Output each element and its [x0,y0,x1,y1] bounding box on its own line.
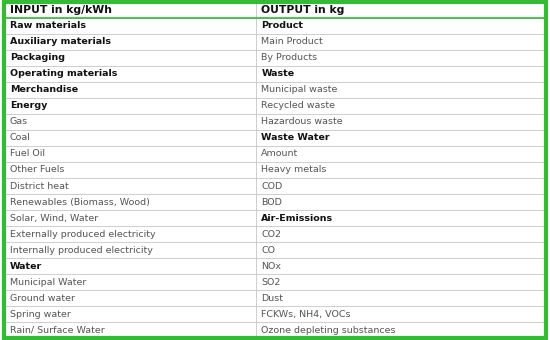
Text: Merchandise: Merchandise [10,85,78,95]
Text: Ozone depleting substances: Ozone depleting substances [261,326,396,335]
Text: Internally produced electricity: Internally produced electricity [10,245,153,255]
Text: SO2: SO2 [261,278,280,287]
Text: Operating materials: Operating materials [10,69,117,78]
Text: Main Product: Main Product [261,37,323,46]
Text: OUTPUT in kg: OUTPUT in kg [261,5,345,15]
Text: Gas: Gas [10,117,28,126]
Text: Municipal waste: Municipal waste [261,85,338,95]
Text: Other Fuels: Other Fuels [10,166,64,174]
Text: Solar, Wind, Water: Solar, Wind, Water [10,214,98,223]
Text: Amount: Amount [261,150,299,158]
Text: Externally produced electricity: Externally produced electricity [10,230,156,239]
Text: Recycled waste: Recycled waste [261,101,336,110]
Text: Waste: Waste [261,69,294,78]
Text: Renewables (Biomass, Wood): Renewables (Biomass, Wood) [10,198,150,207]
Text: Fuel Oil: Fuel Oil [10,150,45,158]
Text: Rain/ Surface Water: Rain/ Surface Water [10,326,104,335]
Text: Municipal Water: Municipal Water [10,278,86,287]
Text: CO2: CO2 [261,230,281,239]
Text: Spring water: Spring water [10,310,71,319]
Text: FCKWs, NH4, VOCs: FCKWs, NH4, VOCs [261,310,351,319]
Text: Product: Product [261,21,303,30]
Text: Coal: Coal [10,133,31,142]
Text: Waste Water: Waste Water [261,133,330,142]
Text: Heavy metals: Heavy metals [261,166,327,174]
Text: Raw materials: Raw materials [10,21,86,30]
Text: NOx: NOx [261,262,281,271]
Text: Water: Water [10,262,42,271]
Text: CO: CO [261,245,275,255]
Text: BOD: BOD [261,198,282,207]
Text: Hazardous waste: Hazardous waste [261,117,343,126]
Text: Air-Emissions: Air-Emissions [261,214,333,223]
Text: COD: COD [261,182,283,190]
Text: District heat: District heat [10,182,69,190]
Text: By Products: By Products [261,53,317,62]
Text: Energy: Energy [10,101,47,110]
Text: Packaging: Packaging [10,53,65,62]
Text: Dust: Dust [261,294,283,303]
Text: INPUT in kg/kWh: INPUT in kg/kWh [10,5,112,15]
Text: Ground water: Ground water [10,294,75,303]
Text: Auxiliary materials: Auxiliary materials [10,37,111,46]
